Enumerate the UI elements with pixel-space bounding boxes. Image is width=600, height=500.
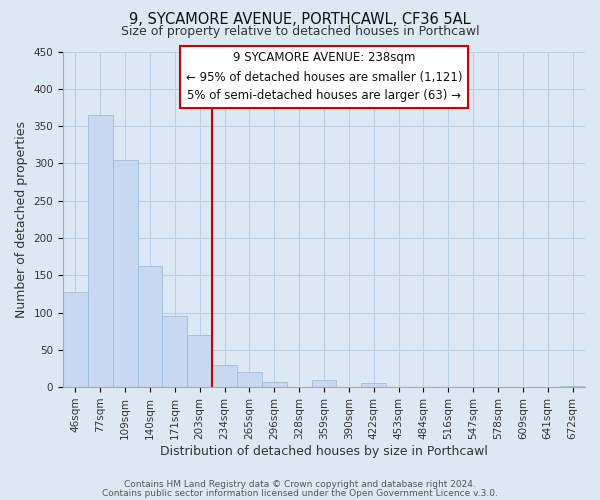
Y-axis label: Number of detached properties: Number of detached properties bbox=[15, 121, 28, 318]
Text: Contains public sector information licensed under the Open Government Licence v.: Contains public sector information licen… bbox=[102, 488, 498, 498]
Bar bbox=[262, 382, 287, 387]
X-axis label: Distribution of detached houses by size in Porthcawl: Distribution of detached houses by size … bbox=[160, 444, 488, 458]
Text: Contains HM Land Registry data © Crown copyright and database right 2024.: Contains HM Land Registry data © Crown c… bbox=[124, 480, 476, 489]
Bar bbox=[163, 316, 187, 387]
Bar bbox=[237, 372, 262, 387]
Text: 9 SYCAMORE AVENUE: 238sqm
← 95% of detached houses are smaller (1,121)
5% of sem: 9 SYCAMORE AVENUE: 238sqm ← 95% of detac… bbox=[186, 52, 462, 102]
Bar bbox=[311, 380, 337, 387]
Bar bbox=[63, 292, 88, 387]
Bar bbox=[137, 266, 163, 387]
Bar bbox=[560, 386, 585, 387]
Bar bbox=[88, 115, 113, 387]
Bar bbox=[212, 364, 237, 387]
Bar bbox=[113, 160, 137, 387]
Text: 9, SYCAMORE AVENUE, PORTHCAWL, CF36 5AL: 9, SYCAMORE AVENUE, PORTHCAWL, CF36 5AL bbox=[129, 12, 471, 28]
Bar bbox=[361, 384, 386, 387]
Text: Size of property relative to detached houses in Porthcawl: Size of property relative to detached ho… bbox=[121, 25, 479, 38]
Bar bbox=[187, 335, 212, 387]
